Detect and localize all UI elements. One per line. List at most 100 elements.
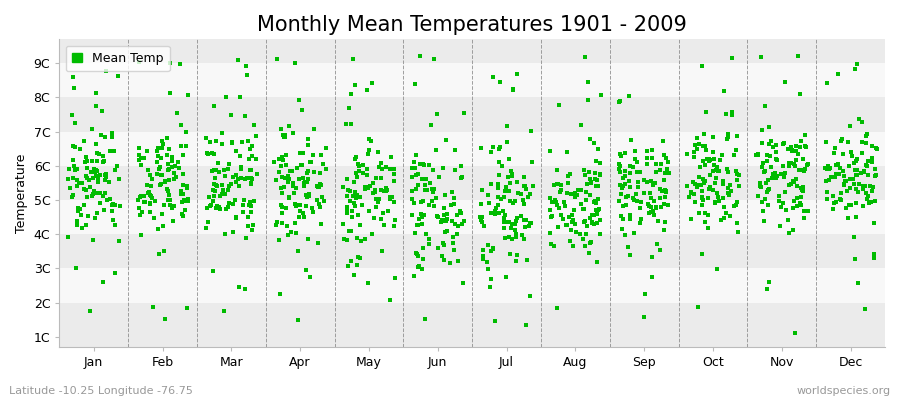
Point xyxy=(573,122,588,128)
Point xyxy=(173,61,187,67)
Point xyxy=(446,218,460,224)
Point xyxy=(274,185,289,192)
Point xyxy=(693,181,707,188)
Point xyxy=(435,218,449,224)
Point xyxy=(436,253,450,260)
Point xyxy=(772,193,787,199)
Point xyxy=(241,223,256,229)
Point xyxy=(760,187,775,194)
Point xyxy=(642,203,656,209)
Point xyxy=(839,205,853,212)
Point xyxy=(825,206,840,212)
Point xyxy=(89,90,104,96)
Point xyxy=(414,199,428,206)
Point xyxy=(215,182,230,188)
Point xyxy=(410,182,425,188)
Point xyxy=(576,206,590,212)
Point xyxy=(690,182,705,189)
Point xyxy=(491,194,505,200)
Point xyxy=(855,138,869,145)
Point xyxy=(587,221,601,228)
Point xyxy=(504,168,518,174)
Point xyxy=(612,198,626,204)
Point xyxy=(230,148,244,154)
Point xyxy=(244,181,258,187)
Point xyxy=(613,190,627,197)
Point xyxy=(515,231,529,238)
Point xyxy=(422,241,436,248)
Point xyxy=(789,195,804,202)
Point xyxy=(245,153,259,159)
Point xyxy=(645,181,660,188)
Point xyxy=(431,214,446,220)
Point xyxy=(582,215,597,222)
Point xyxy=(580,79,595,85)
Point xyxy=(640,161,654,167)
Point xyxy=(437,204,452,211)
Point xyxy=(796,168,811,174)
Point xyxy=(179,143,194,149)
Point xyxy=(161,167,176,174)
Point xyxy=(277,133,292,140)
Point xyxy=(819,139,833,145)
Point xyxy=(615,226,629,232)
Point xyxy=(220,206,234,212)
Point xyxy=(243,166,257,173)
Point xyxy=(143,200,157,206)
Point xyxy=(96,159,111,166)
Point xyxy=(726,202,741,209)
Point xyxy=(587,140,601,146)
Point xyxy=(589,198,603,204)
Point xyxy=(80,194,94,200)
Point xyxy=(867,220,881,226)
Point xyxy=(820,189,834,196)
Point xyxy=(656,138,670,145)
Point xyxy=(150,171,165,177)
Point xyxy=(103,196,117,202)
Point xyxy=(491,181,506,187)
Point xyxy=(374,166,389,172)
Point xyxy=(491,146,506,152)
Point xyxy=(221,199,236,206)
Point xyxy=(418,316,433,322)
Point xyxy=(613,182,627,188)
Point xyxy=(163,89,177,96)
Point xyxy=(831,70,845,77)
Point xyxy=(505,220,519,227)
Point xyxy=(518,183,532,189)
Point xyxy=(569,229,583,236)
Point xyxy=(558,203,572,209)
Point xyxy=(633,220,647,227)
Point xyxy=(371,149,385,155)
Point xyxy=(153,164,167,170)
Point xyxy=(89,210,104,216)
Point xyxy=(481,266,495,272)
Point xyxy=(60,176,75,182)
Point xyxy=(770,157,784,163)
Point xyxy=(292,208,307,214)
Point xyxy=(658,186,672,193)
Point xyxy=(279,204,293,211)
Point xyxy=(588,176,602,183)
Point xyxy=(241,138,256,144)
Point xyxy=(640,179,654,185)
Point xyxy=(69,218,84,224)
Point xyxy=(591,207,606,213)
Point xyxy=(826,200,841,206)
Point xyxy=(570,192,584,198)
Point xyxy=(387,171,401,178)
Point xyxy=(275,210,290,216)
Point xyxy=(696,176,710,182)
Point xyxy=(234,175,248,182)
Point xyxy=(339,210,354,217)
Point xyxy=(825,193,840,199)
Point xyxy=(682,194,697,200)
Point xyxy=(514,213,528,219)
Point xyxy=(67,162,81,169)
Point xyxy=(382,165,397,172)
Point xyxy=(652,246,667,253)
Point xyxy=(167,170,182,176)
Point xyxy=(274,126,289,132)
Point xyxy=(756,160,770,166)
Point xyxy=(405,174,419,180)
